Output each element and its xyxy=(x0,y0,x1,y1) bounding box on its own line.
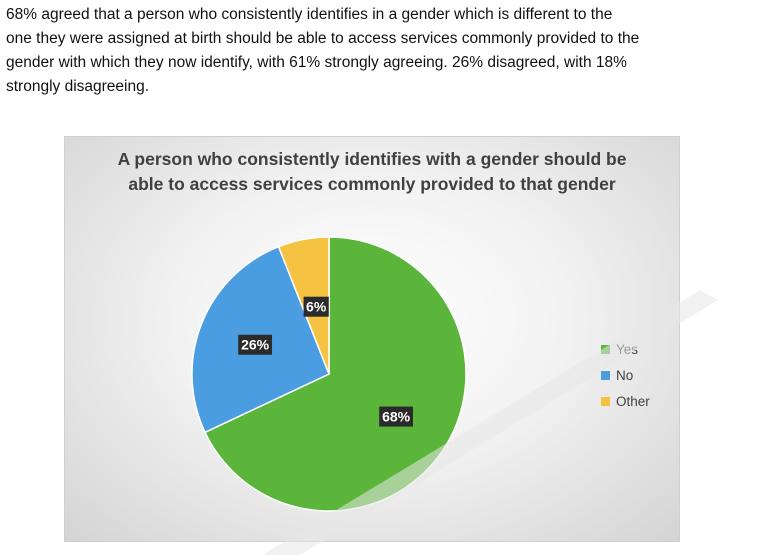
intro-line-3: gender with which they now identify, wit… xyxy=(6,54,627,71)
legend-swatch xyxy=(601,344,610,354)
legend-label: Other xyxy=(616,393,650,409)
chart-legend: Yes No Other xyxy=(601,336,650,414)
legend-swatch xyxy=(601,396,610,406)
intro-paragraph: 68% agreed that a person who consistentl… xyxy=(6,3,772,99)
chart-title: A person who consistently identifies wit… xyxy=(65,147,679,197)
pie-chart: 68% 26% 6% xyxy=(191,236,467,512)
intro-line-2: one they were assigned at birth should b… xyxy=(6,30,640,47)
chart-title-line-1: A person who consistently identifies wit… xyxy=(117,149,627,169)
legend-item-no: No xyxy=(601,362,650,388)
legend-swatch xyxy=(601,370,610,380)
intro-line-4: strongly disagreeing. xyxy=(6,78,150,95)
legend-label: Yes xyxy=(616,341,639,357)
intro-line-1: 68% agreed that a person who consistentl… xyxy=(6,6,613,23)
data-label-yes: 68% xyxy=(379,406,413,427)
data-label-no: 26% xyxy=(238,334,273,355)
legend-item-yes: Yes xyxy=(601,336,650,362)
pie-chart-container: A person who consistently identifies wit… xyxy=(64,136,680,542)
data-label-text: 6% xyxy=(306,299,327,315)
data-label-text: 68% xyxy=(382,409,411,425)
data-label-other: 6% xyxy=(303,296,329,317)
data-label-text: 26% xyxy=(241,337,270,353)
legend-label: No xyxy=(616,367,634,383)
legend-item-other: Other xyxy=(601,388,650,414)
chart-title-line-2: able to access services commonly provide… xyxy=(128,174,616,194)
